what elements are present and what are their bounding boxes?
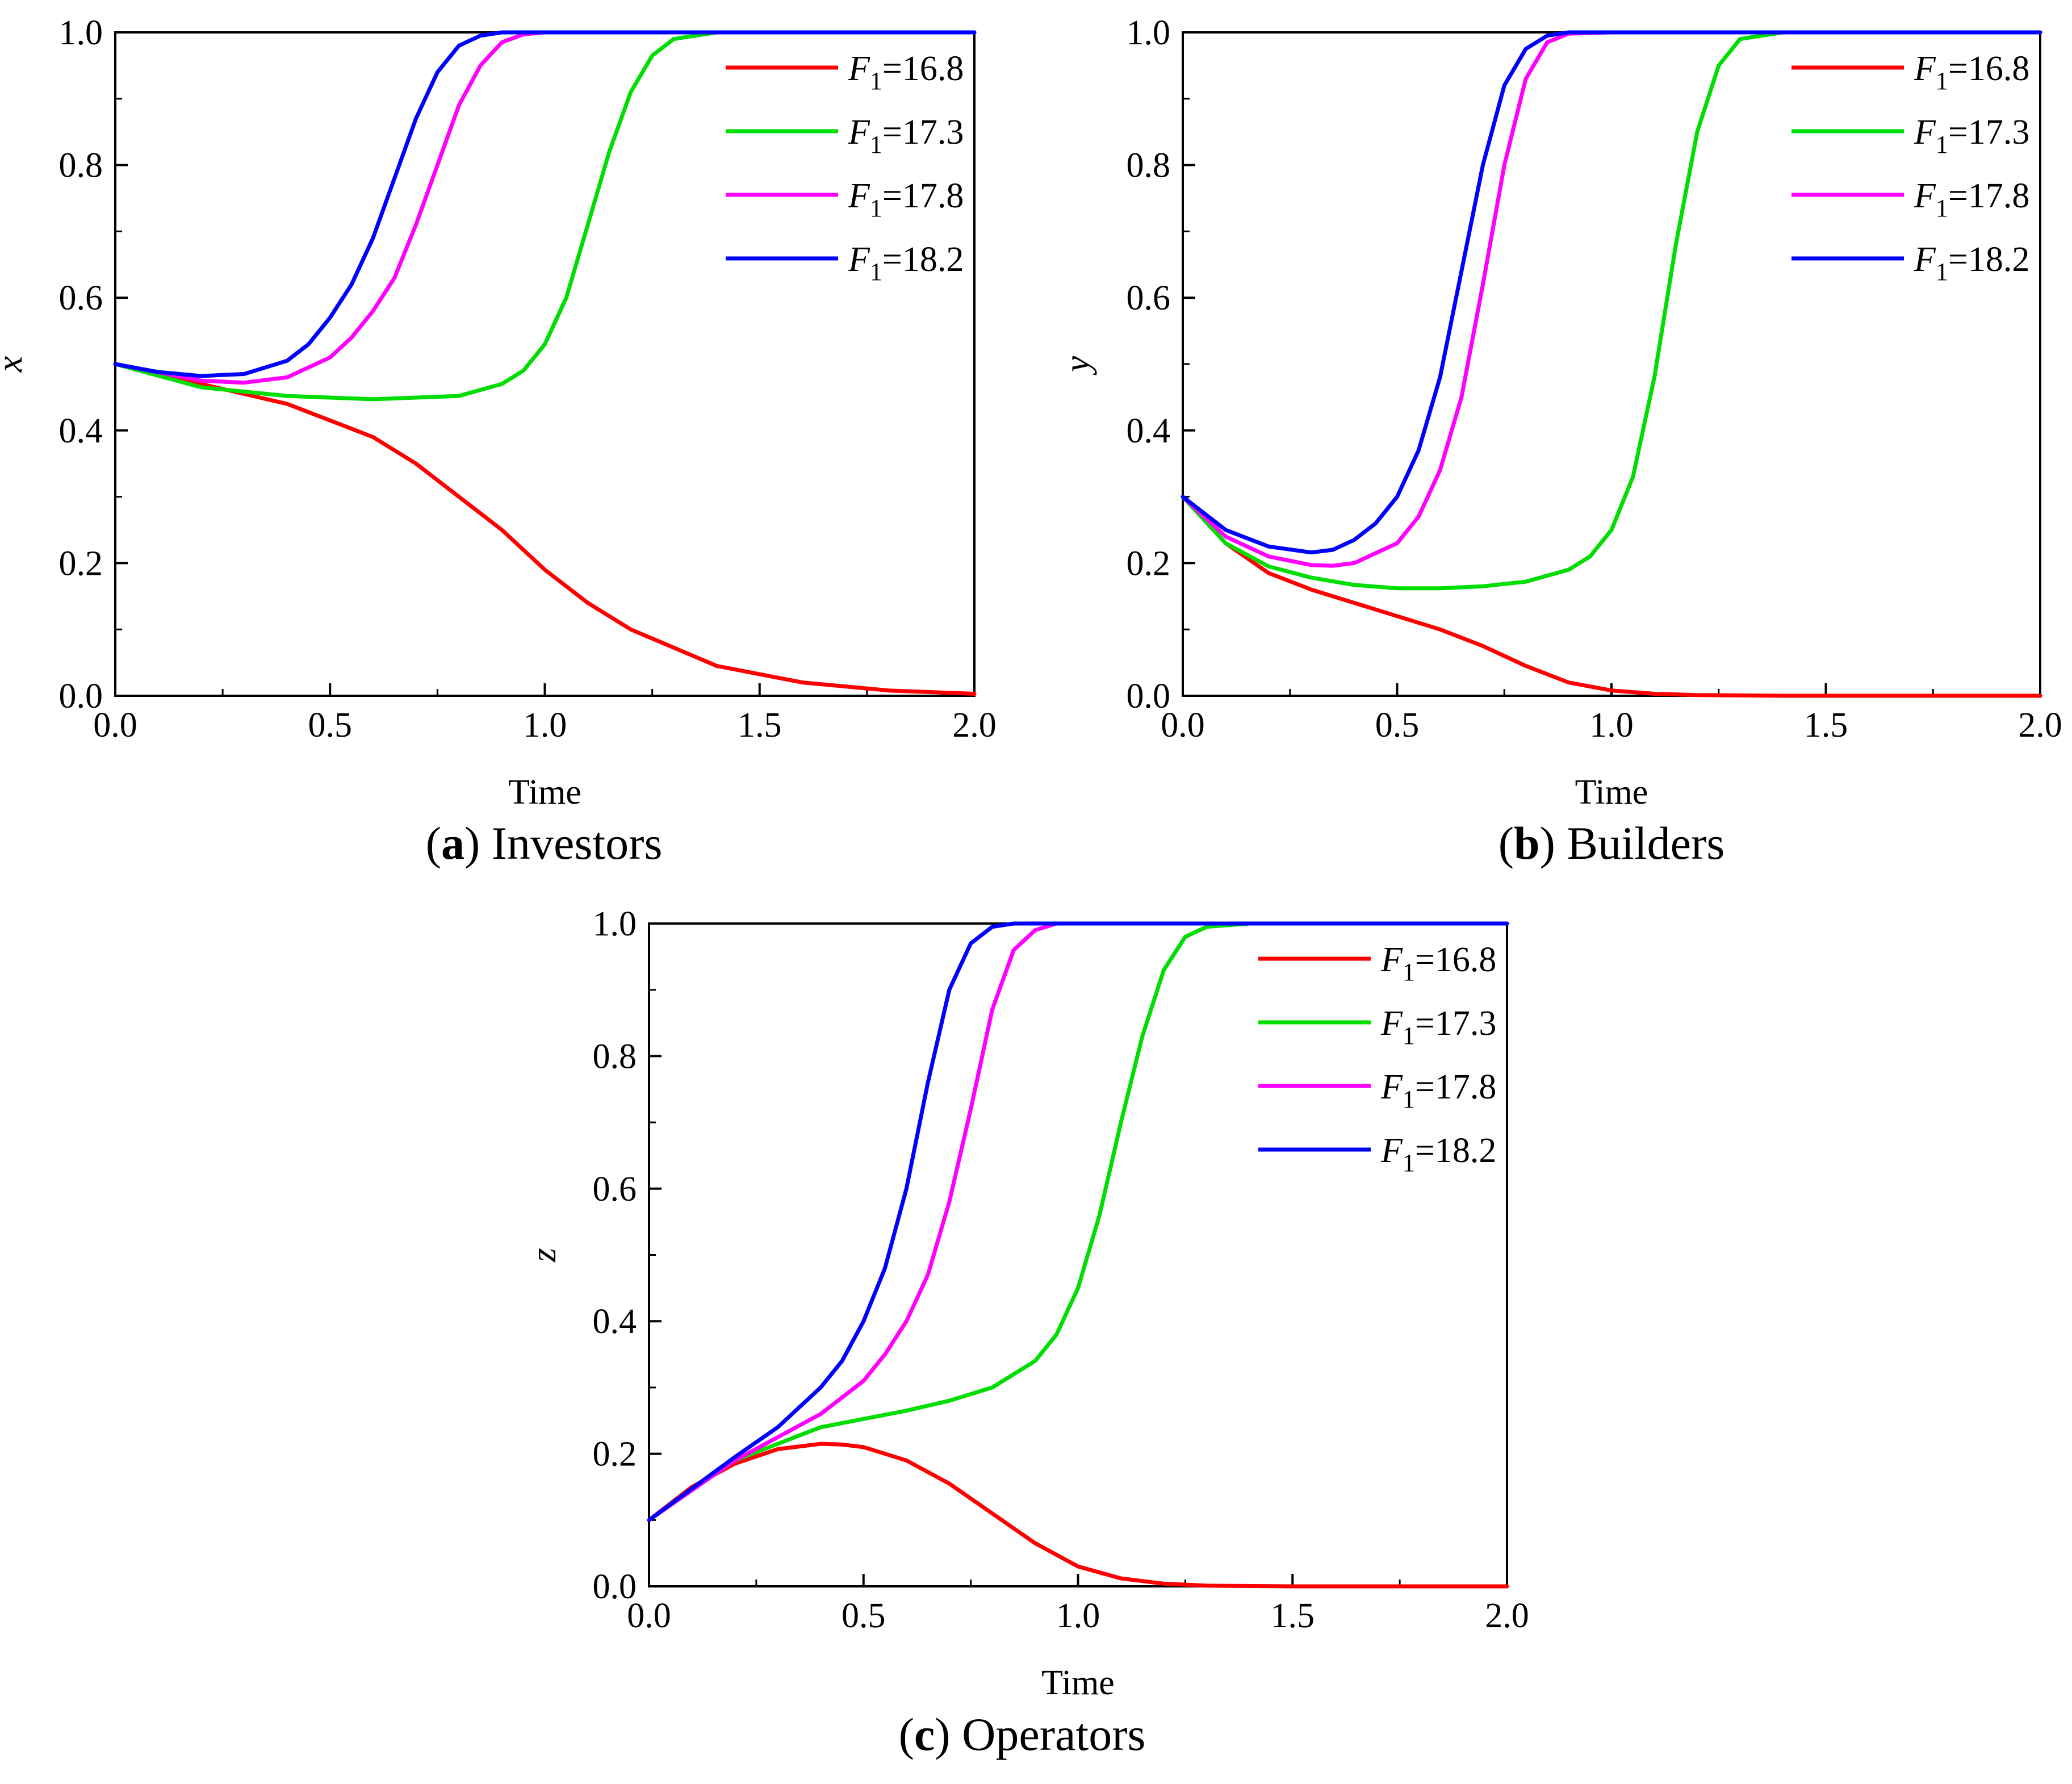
- y-tick-label: 1.0: [59, 14, 103, 52]
- x-tick-label: 1.0: [1056, 1597, 1100, 1635]
- y-tick-label: 0.4: [1127, 412, 1171, 450]
- x-tick-label: 0.0: [93, 706, 137, 745]
- y-tick-label: 0.2: [1127, 544, 1171, 583]
- series-line: [647, 921, 1509, 1522]
- x-tick-label: 0.5: [1375, 706, 1420, 745]
- series-line: [113, 30, 977, 385]
- y-tick-label: 0.2: [593, 1435, 637, 1474]
- x-tick-label: 2.0: [1485, 1597, 1529, 1635]
- x-tick-label: 0.5: [308, 706, 353, 745]
- panel-caption: (a) Investors: [426, 817, 663, 869]
- panel-b: 0.0 0.5 1.0 1.5 2.0 0.0 0.2 0.4 0.6 0.8 1.0 Time y F1…: [1057, 14, 2062, 869]
- y-tick-label: 0.4: [59, 412, 103, 450]
- legend: F1=16.8 F1=17.3 F1=17.8 F1=18.2: [1258, 941, 1496, 1177]
- plot-frame: [114, 31, 976, 697]
- series-line: [113, 30, 977, 378]
- legend: F1=16.8 F1=17.3 F1=17.8 F1=18.2: [726, 49, 964, 286]
- plot-frame: [1182, 31, 2041, 697]
- y-tick-label: 0.0: [1127, 677, 1171, 716]
- x-axis-title: Time: [508, 773, 581, 812]
- legend-label: F1=18.2: [1914, 240, 2029, 286]
- y-tick-label: 0.8: [593, 1037, 637, 1076]
- x-tick-label: 2.0: [2018, 706, 2062, 745]
- legend-label: F1=17.8: [848, 177, 964, 222]
- y-tick-label: 0.8: [59, 147, 103, 185]
- series-line: [1181, 30, 2042, 555]
- series-line: [1181, 30, 2042, 568]
- x-tick-label: 0.0: [627, 1597, 671, 1635]
- y-tick-label: 0.6: [59, 279, 103, 317]
- x-tick-label: 1.0: [523, 706, 567, 745]
- legend: F1=16.8 F1=17.3 F1=17.8 F1=18.2: [1791, 49, 2029, 286]
- y-tick-label: 0.8: [1127, 147, 1171, 185]
- series-line: [647, 1442, 1509, 1589]
- series-line: [647, 921, 1509, 1522]
- x-tick-label: 1.5: [1271, 1597, 1315, 1635]
- x-axis-title: Time: [1041, 1664, 1115, 1702]
- legend-label: F1=17.3: [1914, 113, 2029, 158]
- series-line: [1181, 30, 2042, 591]
- series-line: [113, 362, 977, 696]
- legend-label: F1=18.2: [1380, 1131, 1496, 1177]
- x-axis-title: Time: [1575, 773, 1648, 812]
- legend-label: F1=17.8: [1914, 177, 2029, 222]
- x-tick-label: 0.5: [842, 1597, 886, 1635]
- y-tick-label: 1.0: [1127, 14, 1171, 52]
- panel-a: 0.0 0.5 1.0 1.5 2.0 0.0 0.2 0.4 0.6 0.8 1.0 Time x F1…: [0, 14, 997, 869]
- series-line: [1181, 495, 2042, 698]
- y-tick-label: 0.6: [1127, 279, 1171, 317]
- x-tick-label: 1.0: [1589, 706, 1634, 745]
- x-tick-label: 1.5: [738, 706, 782, 745]
- y-axis-title: x: [0, 356, 30, 373]
- legend-label: F1=17.8: [1380, 1068, 1496, 1113]
- y-axis-title: y: [1057, 356, 1097, 375]
- y-tick-label: 0.2: [59, 544, 103, 583]
- legend-label: F1=16.8: [1380, 941, 1496, 986]
- legend-label: F1=17.3: [848, 113, 964, 158]
- y-tick-label: 0.0: [59, 677, 103, 716]
- y-axis-title: z: [523, 1248, 563, 1263]
- series-line: [113, 30, 977, 402]
- legend-label: F1=17.3: [1380, 1004, 1496, 1050]
- y-tick-label: 0.6: [593, 1170, 637, 1209]
- panel-caption: (c) Operators: [899, 1708, 1146, 1760]
- plot-frame: [648, 922, 1508, 1587]
- legend-label: F1=18.2: [848, 240, 964, 286]
- y-tick-label: 1.0: [593, 905, 637, 943]
- y-tick-label: 0.0: [593, 1568, 637, 1606]
- x-tick-label: 0.0: [1161, 706, 1205, 745]
- x-tick-label: 1.5: [1804, 706, 1848, 745]
- y-tick-label: 0.4: [593, 1302, 637, 1341]
- x-tick-label: 2.0: [952, 706, 997, 745]
- series-line: [647, 921, 1509, 1522]
- panel-caption: (b) Builders: [1498, 817, 1725, 869]
- panel-c: 0.0 0.5 1.0 1.5 2.0 0.0 0.2 0.4 0.6 0.8 1.0 Time z F1…: [523, 905, 1529, 1760]
- legend-label: F1=16.8: [848, 49, 964, 95]
- legend-label: F1=16.8: [1914, 49, 2029, 95]
